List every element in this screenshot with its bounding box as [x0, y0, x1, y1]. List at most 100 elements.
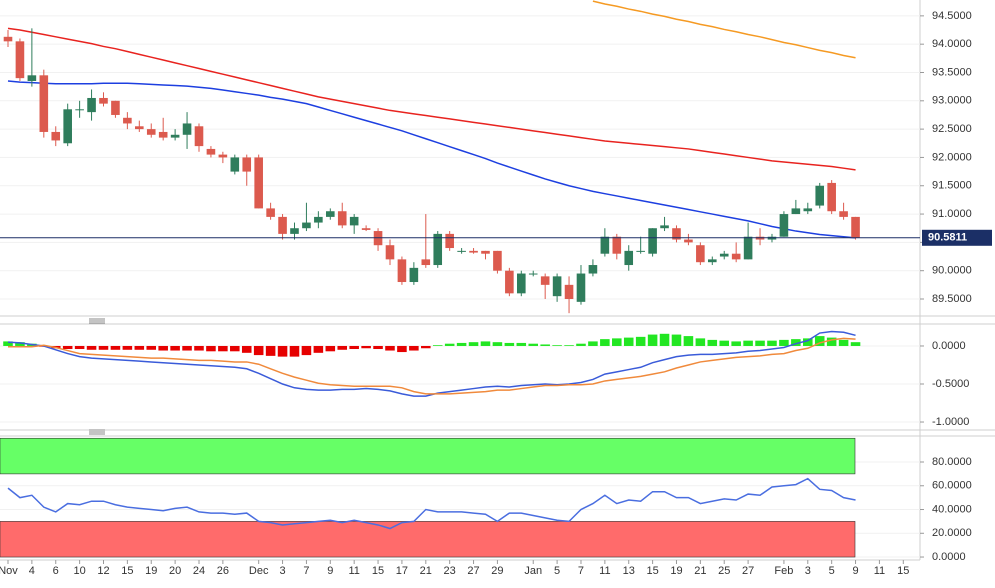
x-tick-label: Dec [249, 565, 269, 577]
x-tick-label: 5 [554, 565, 560, 577]
candle-body [612, 236, 622, 254]
histogram-bar [3, 341, 13, 346]
candle-body [242, 157, 252, 172]
candle-body [779, 214, 789, 237]
x-tick-label: 19 [145, 565, 157, 577]
candle-body [421, 259, 431, 266]
candle-body [230, 157, 240, 172]
histogram-bar [492, 342, 503, 346]
x-tick-label: 21 [420, 565, 432, 577]
indicator-line [7, 477, 856, 530]
histogram-bar [74, 345, 85, 350]
histogram-bar [98, 345, 109, 350]
histogram-bar [265, 345, 276, 356]
candle-body [731, 253, 741, 260]
histogram-bar [158, 345, 168, 351]
x-tick-label: 17 [396, 565, 408, 577]
histogram-bar [600, 339, 610, 346]
histogram-bar [86, 345, 97, 350]
x-tick-label: 12 [97, 565, 109, 577]
candle-body [206, 148, 216, 155]
histogram-bar [361, 345, 371, 349]
histogram-bar [421, 345, 431, 349]
y-tick-label: 90.0000 [932, 265, 972, 277]
y-tick-label: 94.5000 [932, 10, 972, 22]
candle-body [409, 267, 419, 283]
x-tick-label: 27 [742, 565, 754, 577]
candle-body [696, 245, 705, 263]
histogram-bar [779, 339, 789, 346]
candle-body [314, 216, 323, 223]
candle-body [839, 211, 848, 217]
candle-body [707, 259, 717, 263]
histogram-bar [719, 340, 730, 346]
histogram-bar [468, 342, 479, 346]
candle-body [791, 208, 801, 215]
x-tick-label: 27 [467, 565, 479, 577]
histogram-bar [385, 345, 395, 351]
candle-body [146, 129, 156, 135]
x-tick-label: 21 [694, 565, 706, 577]
histogram-bar [62, 345, 73, 350]
y-tick-label: 94.0000 [932, 38, 972, 50]
histogram-bar [731, 341, 741, 346]
candle-body [3, 36, 13, 42]
candle-body [39, 75, 49, 132]
x-tick-label: 7 [578, 565, 584, 577]
histogram-bar [612, 338, 622, 346]
candle-body [123, 117, 132, 124]
y-tick-label: -0.5000 [932, 378, 969, 390]
indicator-line [8, 337, 856, 395]
candle-body [397, 259, 407, 283]
histogram-bar [182, 345, 192, 351]
histogram-bar [170, 345, 180, 351]
pane-resize-handle[interactable] [89, 429, 105, 435]
x-tick-label: 24 [193, 565, 205, 577]
histogram-bar [588, 341, 598, 346]
y-tick-label: 89.5000 [932, 293, 972, 305]
candle-body [337, 211, 347, 226]
histogram-bar [504, 342, 515, 346]
histogram-bar [313, 345, 324, 353]
candle-body [254, 157, 263, 209]
histogram-bar [695, 338, 706, 346]
histogram-bar [134, 345, 145, 350]
candle-body [528, 273, 538, 275]
y-tick-label: 0.0000 [932, 551, 966, 563]
candle-body [278, 216, 287, 234]
candle-body [803, 208, 813, 212]
x-tick-label: 19 [670, 565, 682, 577]
x-tick-label: 15 [646, 565, 658, 577]
x-tick-label: Nov [0, 565, 18, 577]
candle-body [851, 216, 860, 238]
x-tick-label: 11 [874, 565, 885, 577]
x-tick-label: 3 [805, 565, 811, 577]
candle-body [469, 250, 478, 253]
y-tick-label: 91.0000 [932, 208, 972, 220]
candle-body [182, 123, 192, 135]
histogram-bar [253, 345, 264, 356]
candle-body [827, 182, 836, 212]
y-tick-label: 60.0000 [932, 480, 972, 492]
last-price-box [922, 229, 992, 246]
candle-body [457, 250, 466, 252]
pane-resize-handle[interactable] [89, 318, 105, 324]
histogram-bar [432, 345, 443, 346]
candle-body [111, 100, 120, 115]
x-tick-label: 15 [121, 565, 133, 577]
histogram-bar [516, 342, 527, 346]
candle-body [99, 97, 108, 104]
histogram-bar [122, 345, 133, 350]
histogram-bar [683, 336, 694, 346]
histogram-bar [444, 343, 455, 346]
indicator-line [7, 27, 856, 171]
x-tick-label: 15 [372, 565, 384, 577]
candle-body [672, 228, 681, 240]
candle-body [135, 126, 144, 130]
candle-body [349, 216, 359, 226]
histogram-bar [803, 338, 813, 346]
histogram-bar [241, 345, 252, 353]
x-tick-label: 13 [623, 565, 635, 577]
histogram-bar [743, 340, 753, 346]
